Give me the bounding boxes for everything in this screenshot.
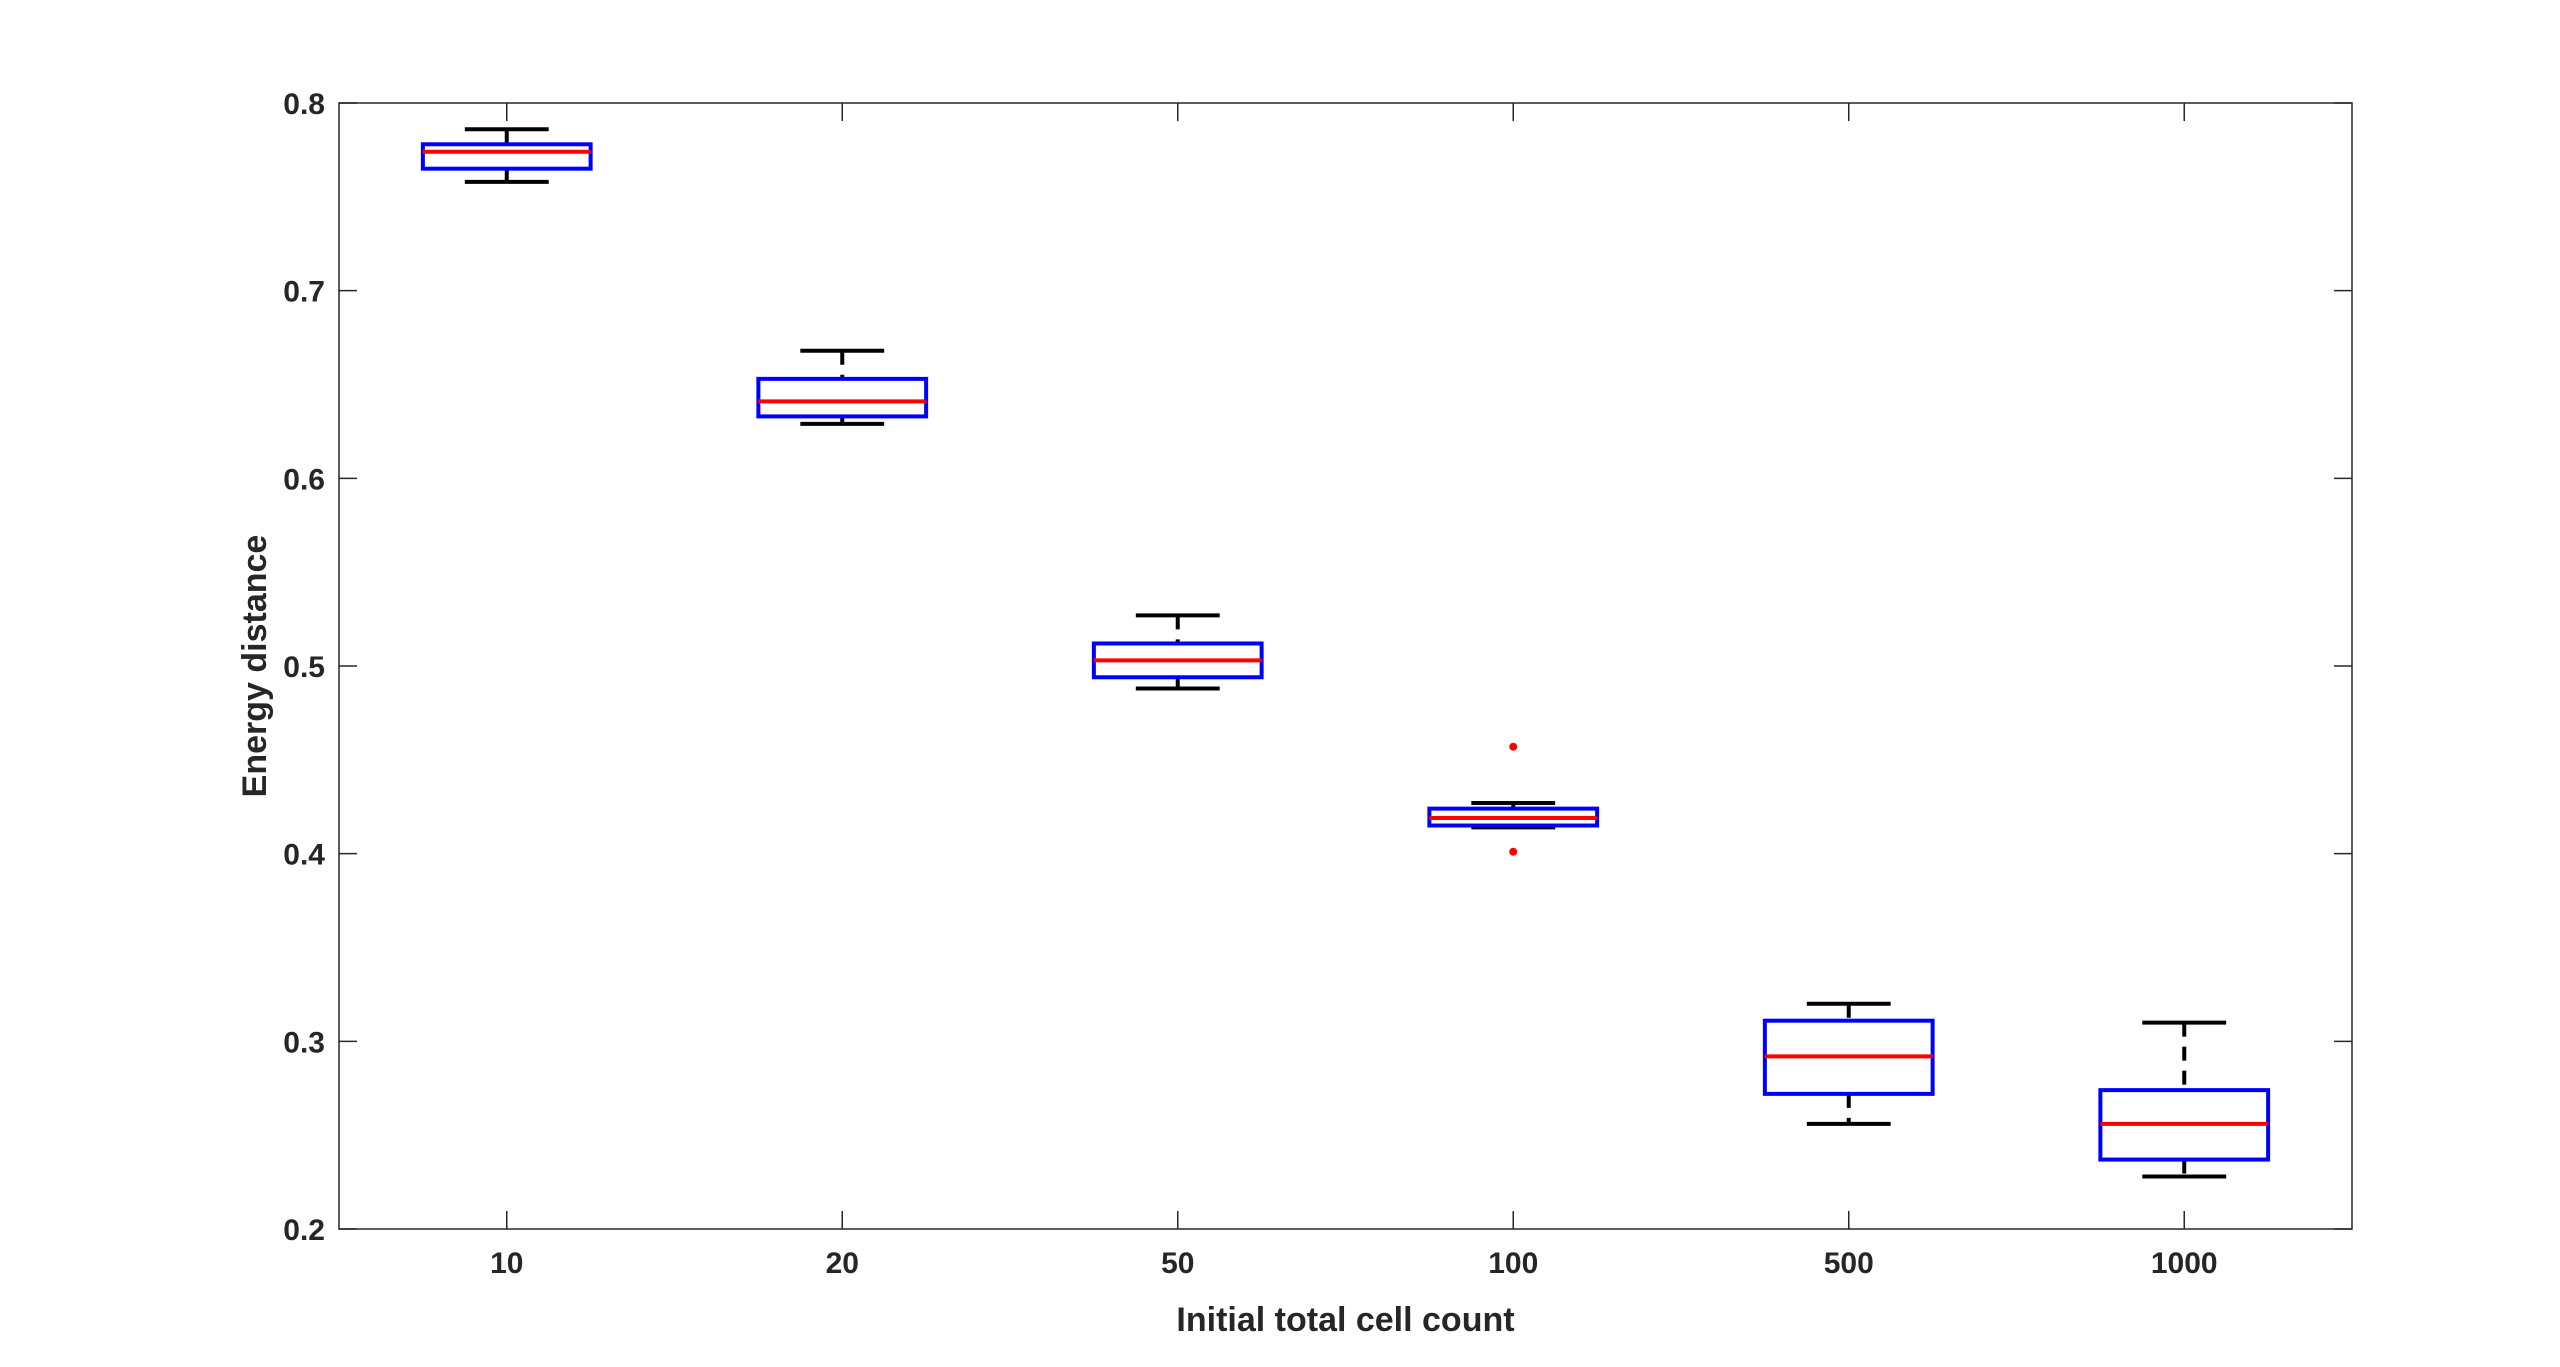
y-tick-label: 0.6 [283,463,325,496]
y-axis: 0.2 0.3 0.4 0.5 0.6 0.7 0.8 [283,88,2352,1247]
box-item [420,127,593,184]
y-tick-label: 0.5 [283,651,325,684]
box-item [2098,1020,2271,1179]
x-tick-label: 10 [490,1247,523,1280]
box-item [1427,742,1600,856]
y-tick-label: 0.2 [283,1214,325,1247]
x-tick-label: 500 [1824,1247,1874,1280]
y-tick-label: 0.8 [283,88,325,121]
x-tick-label: 100 [1488,1247,1538,1280]
box-item [1091,613,1264,691]
outlier-point [1509,742,1518,751]
box-item [756,348,929,426]
box-series [420,127,2271,1179]
box-iqr [756,376,929,419]
outlier-point [1509,847,1518,856]
box-item [1762,1001,1935,1126]
x-axis-label: Initial total cell count [1176,1301,1514,1339]
y-tick-label: 0.4 [283,839,325,872]
y-tick-label: 0.3 [283,1026,325,1059]
x-tick-label: 20 [826,1247,859,1280]
y-axis-label: Energy distance [236,535,274,798]
y-tick-label: 0.7 [283,276,325,309]
plot-area [338,102,2353,1230]
x-tick-label: 1000 [2151,1247,2218,1280]
box-iqr [420,142,593,171]
x-axis: 10 20 50 100 500 1000 [490,103,2218,1280]
x-tick-label: 50 [1161,1247,1194,1280]
